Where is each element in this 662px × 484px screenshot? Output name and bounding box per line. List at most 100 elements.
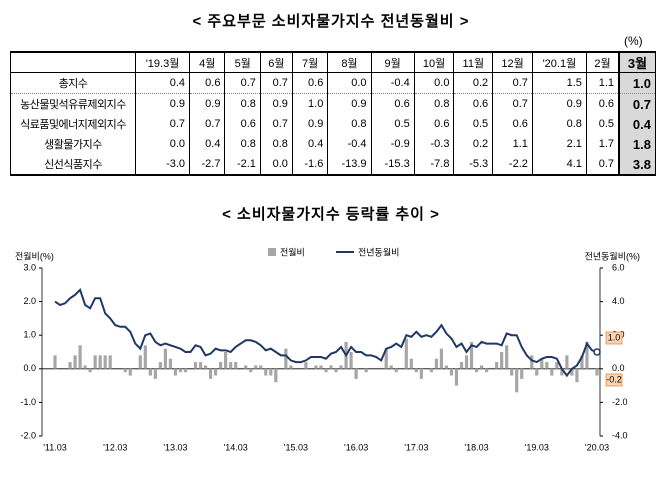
end-point <box>593 348 601 356</box>
header-cell: 9월 <box>370 52 415 73</box>
bar <box>384 348 388 369</box>
bar <box>53 355 57 369</box>
bar <box>575 368 579 383</box>
cell: 0.7 <box>134 114 191 134</box>
bar <box>93 355 97 369</box>
x-tick-label: '13.03 <box>163 442 187 452</box>
cell: 0.4 <box>291 134 329 154</box>
bar <box>510 368 514 376</box>
bar <box>244 365 248 369</box>
cell: 0.8 <box>224 93 261 114</box>
table-title: < 주요부문 소비자물가지수 전년동월비 > <box>192 13 470 30</box>
y-axis-label: 전월비(%) <box>15 250 54 261</box>
bar <box>284 348 288 369</box>
bar <box>409 358 413 369</box>
annotation: -0.2 <box>606 374 622 384</box>
bar <box>254 365 258 369</box>
cell: 0.4 <box>134 72 191 94</box>
table: '19.3월 4월 5월 6월 7월 8월 9월 10월 11월 12월 '20.1월 2월 3월 총지수… <box>10 51 657 176</box>
bar <box>123 368 127 373</box>
x-tick-label: '12.03 <box>103 442 127 452</box>
table-row: 생활물가지수 0.0 0.4 0.8 0.8 0.4 -0.4 -0.9 -0.3 0.2 1.1 2… <box>10 134 657 154</box>
y-tick-label: 0.0 <box>23 363 36 373</box>
bar <box>429 368 433 373</box>
cell: 0.8 <box>413 93 455 114</box>
legend-label: 전월비 <box>280 246 305 257</box>
bar <box>404 338 408 369</box>
bar <box>163 348 168 369</box>
bar <box>444 365 449 369</box>
bar <box>550 368 554 376</box>
cell: 0.7 <box>618 93 657 114</box>
header-cell: 6월 <box>259 52 293 73</box>
bar <box>198 362 203 369</box>
cell: -0.9 <box>370 134 415 154</box>
y-tick-label: -2.0 <box>20 430 36 440</box>
y2-tick-label: -2.0 <box>612 397 628 407</box>
bar <box>545 362 549 369</box>
bar <box>319 365 323 369</box>
bar <box>454 368 459 386</box>
cell: 0.8 <box>531 114 587 134</box>
header-cell: 3월 <box>618 52 657 73</box>
bar <box>414 368 418 373</box>
bar <box>108 355 112 369</box>
legend-label: 전년동월비 <box>358 246 399 257</box>
bar <box>495 362 499 369</box>
cell: 0.9 <box>327 93 372 114</box>
y-tick-label: 3.0 <box>23 262 36 272</box>
row-label: 생활물가지수 <box>10 134 136 154</box>
bar <box>520 368 524 379</box>
header-cell: 2월 <box>585 52 620 73</box>
bar <box>259 365 263 369</box>
bar <box>103 355 107 369</box>
bar <box>474 368 479 373</box>
bar <box>269 368 273 376</box>
bar <box>274 368 278 383</box>
x-tick-label: '16.03 <box>344 442 368 452</box>
table-row: 신선식품지수 -3.0 -2.7 -2.1 0.0 -1.6 -13.9 -15.3 -7.8-… <box>10 154 657 175</box>
bar <box>389 365 393 369</box>
bar <box>143 345 147 369</box>
cell: -0.3 <box>413 134 455 154</box>
cell: -2.1 <box>224 154 261 175</box>
bar <box>449 368 454 376</box>
cell: 1.1 <box>585 72 620 94</box>
cell: 0.6 <box>370 93 415 114</box>
cell: -2.2 <box>492 154 533 175</box>
bar <box>128 368 132 376</box>
cell: 1.5 <box>531 72 587 94</box>
header-cell: '20.1월 <box>531 52 587 73</box>
cell: 0.6 <box>291 72 329 94</box>
bar <box>193 362 198 369</box>
cell: 0.4 <box>618 114 657 134</box>
bar <box>329 365 333 369</box>
bar <box>394 368 398 373</box>
y-tick-label: -1.0 <box>20 397 36 407</box>
bar <box>515 368 519 393</box>
bar <box>500 352 504 369</box>
bar <box>464 355 469 369</box>
bar <box>565 355 569 369</box>
bar <box>555 362 559 369</box>
table-row: 농산물및석유류제외지수 0.9 0.9 0.8 0.9 1.0 0.9 0.6 0.8 0.6 0.… <box>10 93 657 114</box>
bar <box>339 365 343 369</box>
x-tick-label: '20.03 <box>585 442 609 452</box>
cell: 0.8 <box>259 134 293 154</box>
cell: 0.7 <box>259 114 293 134</box>
unit: (%) <box>624 34 643 48</box>
cell: 0.7 <box>224 72 261 94</box>
x-tick-label: '14.03 <box>224 442 248 452</box>
bar <box>73 355 77 369</box>
header-cell: 10월 <box>413 52 455 73</box>
cell: 0.9 <box>291 114 329 134</box>
bar <box>98 355 102 369</box>
annotation-box <box>605 331 623 345</box>
x-tick-label: '18.03 <box>464 442 488 452</box>
header-row: '19.3월 4월 5월 6월 7월 8월 9월 10월 11월 12월 '20.1월 2월 3월 <box>10 52 657 73</box>
bar <box>364 368 368 373</box>
table-row: 식료품및에너지제외지수 0.7 0.7 0.6 0.7 0.9 0.8 0.5 0.6 0.5 0.… <box>10 114 657 134</box>
bar <box>484 368 489 373</box>
